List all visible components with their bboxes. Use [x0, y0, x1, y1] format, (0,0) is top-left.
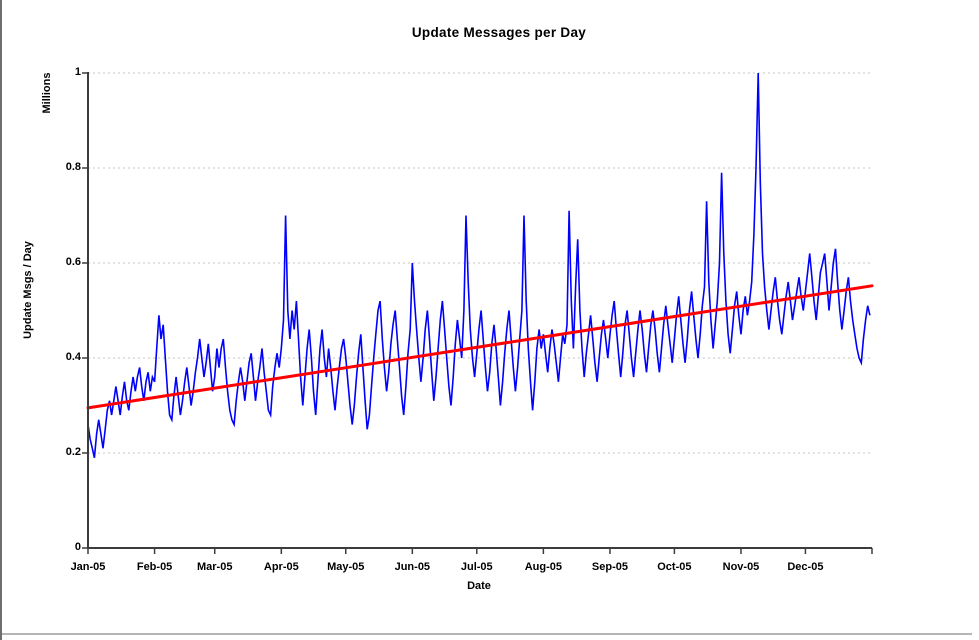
y-tick-label-0.4: 0.4	[65, 351, 81, 363]
chart-title: Update Messages per Day	[411, 25, 587, 40]
x-tick-label-dec-05: Dec-05	[787, 561, 824, 573]
x-axis-title: Date	[467, 580, 491, 592]
tick-marks	[82, 72, 873, 554]
x-tick-label-nov-05: Nov-05	[722, 561, 760, 573]
x-tick-label-aug-05: Aug-05	[524, 561, 562, 573]
x-tick-label-apr-05: Apr-05	[263, 561, 299, 573]
trend-line	[86, 284, 874, 410]
x-tick-label-sep-05: Sep-05	[591, 561, 628, 573]
x-tick-label-jun-05: Jun-05	[394, 561, 431, 573]
x-tick-label-mar-05: Mar-05	[196, 561, 233, 573]
y-tick-label-1: 1	[74, 66, 81, 78]
x-tick-label-jul-05: Jul-05	[460, 561, 493, 573]
x-tick-label-jan-05: Jan-05	[70, 561, 106, 573]
y-tick-label-0.8: 0.8	[65, 161, 81, 173]
gridlines	[88, 72, 872, 454]
axes	[87, 72, 872, 549]
x-tick-label-oct-05: Oct-05	[657, 561, 692, 573]
y-tick-label-0.2: 0.2	[65, 446, 81, 458]
frame-bottom-edge	[2, 633, 972, 635]
y-tick-label-0: 0	[74, 541, 81, 553]
y-tick-label-0.6: 0.6	[65, 256, 81, 268]
x-tick-label-may-05: May-05	[327, 561, 365, 573]
daily-updates-series-line	[87, 72, 871, 458]
x-tick-label-feb-05: Feb-05	[136, 561, 173, 573]
frame-left-edge	[0, 0, 2, 640]
